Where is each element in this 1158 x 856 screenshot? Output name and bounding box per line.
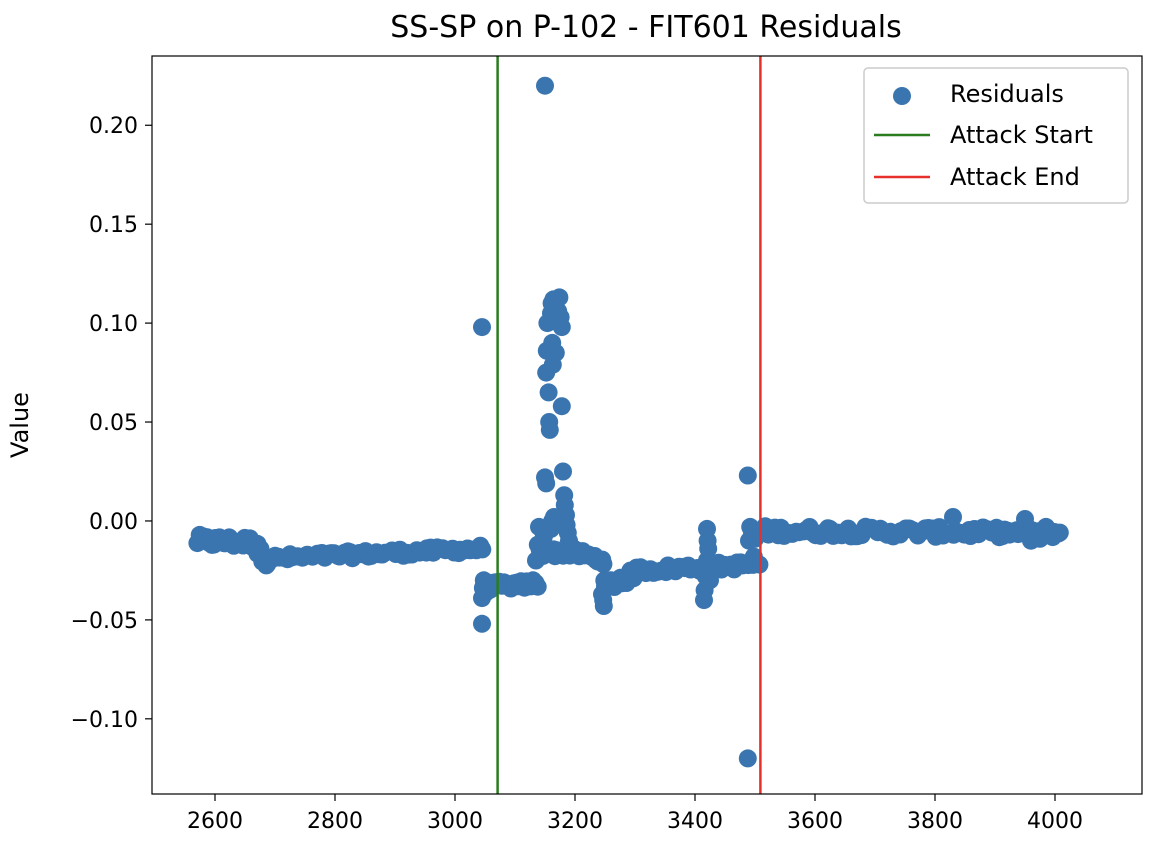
residual-point xyxy=(473,540,492,559)
attack-lines xyxy=(496,56,762,794)
y-tick-label: −0.05 xyxy=(71,609,138,634)
y-tick-label: 0.05 xyxy=(89,411,138,436)
residual-point xyxy=(596,577,614,596)
scatter-points xyxy=(188,76,1069,768)
x-tick-label: 4000 xyxy=(1027,809,1083,834)
legend-label-residuals: Residuals xyxy=(950,80,1064,108)
y-tick-label: 0.10 xyxy=(89,312,138,337)
residual-point xyxy=(552,318,571,337)
residual-point xyxy=(527,551,545,570)
residual-point xyxy=(540,420,559,439)
x-tick-label: 3600 xyxy=(787,809,843,834)
residual-point xyxy=(594,555,613,574)
legend-label-attack-end: Attack End xyxy=(950,163,1080,191)
y-tick-label: −0.10 xyxy=(71,708,138,733)
x-tick-label: 3400 xyxy=(667,809,723,834)
residual-point xyxy=(702,559,721,578)
residual-point xyxy=(560,531,578,550)
residual-point xyxy=(473,318,491,337)
legend-box xyxy=(863,67,1129,204)
residual-point xyxy=(473,614,491,633)
residual-point xyxy=(1016,510,1034,528)
residual-point xyxy=(550,288,569,307)
residual-point xyxy=(699,539,718,558)
y-axis-label: Value xyxy=(6,392,34,458)
residual-point xyxy=(536,76,554,95)
residual-point xyxy=(537,474,556,493)
residual-point xyxy=(944,508,962,526)
residual-point xyxy=(738,749,757,768)
x-tick-label: 3800 xyxy=(907,809,963,834)
residual-point xyxy=(552,397,571,416)
y-tick-label: 0.00 xyxy=(89,510,138,535)
residual-point xyxy=(477,583,496,602)
x-tick-label: 3000 xyxy=(427,809,483,834)
residual-point xyxy=(747,553,766,572)
legend: Residuals Attack Start Attack End xyxy=(863,67,1129,204)
legend-marker-residuals xyxy=(893,87,911,105)
y-tick-label: 0.15 xyxy=(89,213,138,238)
chart-title: SS-SP on P-102 - FIT601 Residuals xyxy=(390,10,901,45)
residual-point xyxy=(539,383,558,402)
x-axis-ticks: 2600 2800 3000 3200 3400 3600 3800 4000 xyxy=(187,794,1083,834)
plot-area-frame xyxy=(151,55,1143,795)
residual-point xyxy=(738,466,757,485)
residual-point xyxy=(524,571,542,590)
x-tick-label: 2800 xyxy=(307,809,363,834)
residual-point xyxy=(546,343,565,362)
legend-label-attack-start: Attack Start xyxy=(950,121,1093,149)
y-tick-label: 0.20 xyxy=(89,114,138,139)
x-tick-label: 3200 xyxy=(547,809,603,834)
x-tick-label: 2600 xyxy=(187,809,243,834)
residual-point xyxy=(594,597,613,615)
residual-point xyxy=(1037,517,1055,536)
residual-point xyxy=(545,508,563,526)
residual-point xyxy=(1050,523,1069,542)
residual-point xyxy=(509,577,527,596)
y-axis-ticks: −0.10 −0.05 0.00 0.05 0.10 0.15 0.20 xyxy=(71,114,152,733)
residual-point xyxy=(554,462,572,481)
